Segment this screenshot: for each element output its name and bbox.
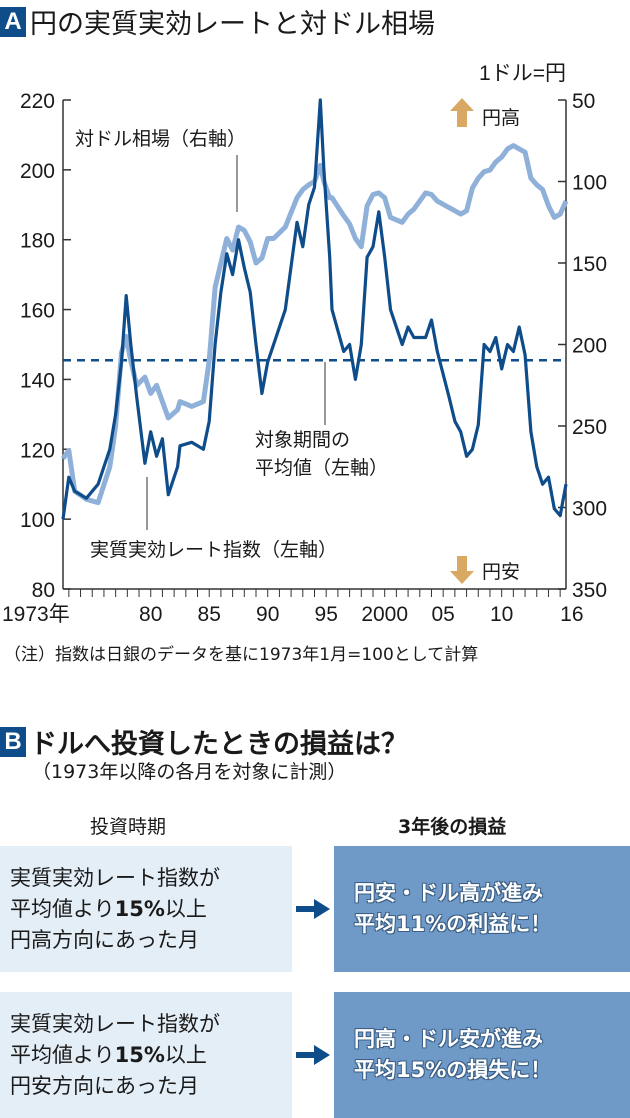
result-line: 平均15%の損失に！ <box>354 1058 552 1082</box>
svg-text:100: 100 <box>572 172 607 195</box>
svg-text:05: 05 <box>431 603 454 626</box>
right-axis-ticks: 50 100 150 200 250 300 350 <box>558 90 607 602</box>
down-arrow-icon <box>450 556 474 584</box>
result-line: 円安・ドル高が進み <box>354 881 543 905</box>
condition-box-yen-weak: 実質実効レート指数が 平均値より15%以上 円安方向にあった月 <box>0 992 292 1118</box>
svg-text:250: 250 <box>572 416 607 439</box>
mean-label-line1: 対象期間の <box>255 429 350 451</box>
svg-text:95: 95 <box>315 603 338 626</box>
condition-line: 平均値より15%以上 <box>10 896 207 921</box>
svg-text:200: 200 <box>20 160 55 183</box>
section-a-header: A 円の実質実効レートと対ドル相場 <box>0 2 435 41</box>
result-box-profit: 円安・ドル高が進み 平均11%の利益に！ <box>334 846 630 972</box>
svg-text:150: 150 <box>572 253 607 276</box>
section-a-title: 円の実質実効レートと対ドル相場 <box>30 9 435 40</box>
right-axis-unit: 1ドル=円 <box>479 62 566 85</box>
condition-line: 実質実効レート指数が <box>10 865 220 890</box>
reer-index-line <box>61 98 568 520</box>
yen-strong-label: 円高 <box>482 107 520 129</box>
result-box-loss: 円高・ドル安が進み 平均15%の損失に！ <box>334 992 630 1118</box>
chart-footnote: （注）指数は日銀のデータを基に1973年1月=100として計算 <box>4 645 479 665</box>
right-arrow-icon <box>296 1045 330 1065</box>
section-a-badge: A <box>0 6 26 37</box>
reer-series-label: 実質実効レート指数（左軸） <box>90 539 337 561</box>
svg-text:10: 10 <box>490 603 513 626</box>
svg-text:220: 220 <box>20 90 55 113</box>
svg-text:2000: 2000 <box>361 603 408 626</box>
svg-text:350: 350 <box>572 579 607 602</box>
svg-text:80: 80 <box>139 603 162 626</box>
mean-label-line2: 平均値（左軸） <box>255 457 388 479</box>
svg-text:160: 160 <box>20 300 55 323</box>
condition-line: 円安方向にあった月 <box>10 1073 199 1098</box>
yen-weak-label: 円安 <box>482 561 520 583</box>
section-b-title: ドルへ投資したときの損益は？ <box>30 729 408 760</box>
svg-text:90: 90 <box>256 603 279 626</box>
svg-text:100: 100 <box>20 509 55 532</box>
svg-text:1973年: 1973年 <box>2 603 70 626</box>
right-arrow-icon <box>296 899 330 919</box>
svg-text:120: 120 <box>20 439 55 462</box>
svg-text:16: 16 <box>560 603 583 626</box>
condition-line: 実質実効レート指数が <box>10 1011 220 1036</box>
section-b-badge: B <box>0 726 26 757</box>
condition-line: 平均値より15%以上 <box>10 1042 207 1067</box>
svg-text:80: 80 <box>32 579 55 602</box>
condition-box-yen-strong: 実質実効レート指数が 平均値より15%以上 円高方向にあった月 <box>0 846 292 972</box>
exchange-rate-chart: 220 200 180 160 140 120 100 80 50 100 150 200 250 30… <box>2 62 607 626</box>
up-arrow-icon <box>450 98 474 127</box>
fx-series-label: 対ドル相場（右軸） <box>75 128 246 150</box>
section-b-header: B ドルへ投資したときの損益は？ <box>0 722 408 761</box>
svg-text:85: 85 <box>198 603 221 626</box>
svg-text:300: 300 <box>572 498 607 521</box>
column-header-result-3y: 3年後の損益 <box>398 816 507 838</box>
svg-text:50: 50 <box>572 90 595 113</box>
left-axis-ticks: 220 200 180 160 140 120 100 80 <box>20 90 71 602</box>
svg-text:200: 200 <box>572 335 607 358</box>
column-header-investment-period: 投資時期 <box>90 816 167 838</box>
svg-text:180: 180 <box>20 230 55 253</box>
result-line: 円高・ドル安が進み <box>354 1027 543 1051</box>
condition-line: 円高方向にあった月 <box>10 927 199 952</box>
result-line: 平均11%の利益に！ <box>354 912 552 936</box>
svg-text:140: 140 <box>20 369 55 392</box>
x-axis-ticks: 1973年 80 85 90 95 2000 05 10 16 <box>2 589 584 626</box>
section-b-subtitle: （1973年以降の各月を対象に計測） <box>32 761 347 783</box>
